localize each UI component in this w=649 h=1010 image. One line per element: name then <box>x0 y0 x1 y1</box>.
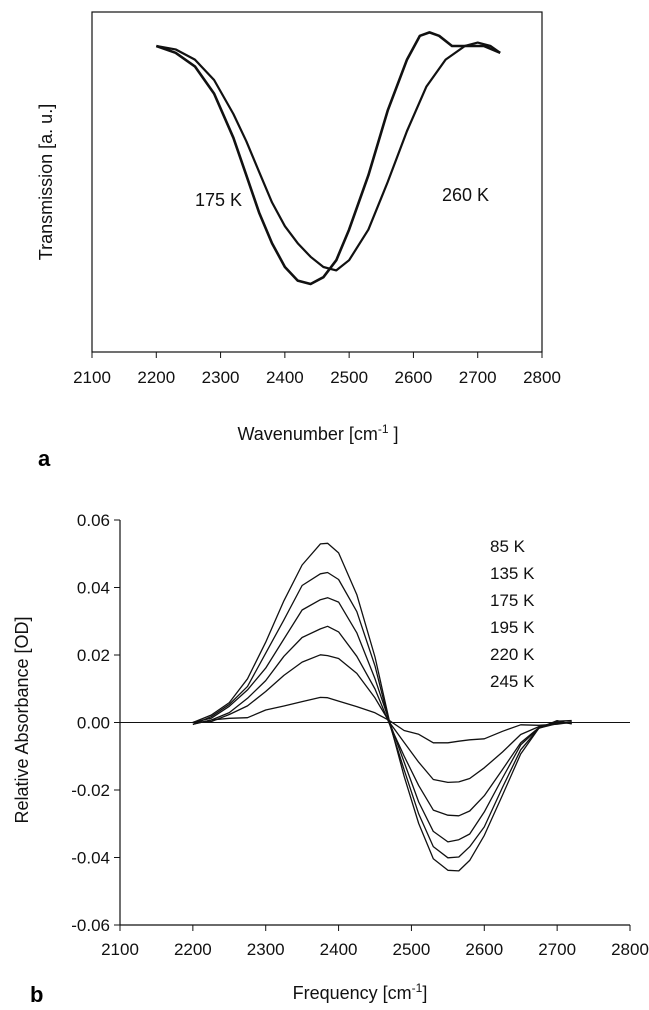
x-tick-label-a: 2800 <box>523 368 561 387</box>
series-line-245k <box>192 696 572 744</box>
y-tick-label-b: -0.02 <box>71 781 110 800</box>
series-line-135k <box>192 571 572 859</box>
y-tick-label-b: 0.02 <box>77 646 110 665</box>
y-tick-label-b: 0.04 <box>77 579 110 598</box>
x-tick-label-a: 2300 <box>202 368 240 387</box>
x-tick-label-a: 2500 <box>330 368 368 387</box>
x-tick-label-a: 2700 <box>459 368 497 387</box>
legend-item: 245 K <box>490 672 535 691</box>
x-tick-label-b: 2700 <box>538 940 576 959</box>
x-tick-label-b: 2100 <box>101 940 139 959</box>
x-tick-label-b: 2600 <box>465 940 503 959</box>
series-line-220k <box>192 654 572 784</box>
series-line-175k <box>155 31 501 286</box>
x-tick-label-b: 2300 <box>247 940 285 959</box>
plot-frame-a <box>91 11 543 353</box>
x-tick-label-b: 2200 <box>174 940 212 959</box>
legend-item: 195 K <box>490 618 535 637</box>
y-tick-label-b: -0.04 <box>71 849 110 868</box>
axes-b: -0.06 -0.04 -0.02 0.00 0.02 0.04 0.06 2100 2200 2… <box>71 511 649 959</box>
panel-label-a: a <box>38 446 51 471</box>
legend-item: 175 K <box>490 591 535 610</box>
x-tick-label-a: 2100 <box>73 368 111 387</box>
legend-item: 220 K <box>490 645 535 664</box>
x-tick-label-a: 2400 <box>266 368 304 387</box>
y-tick-label-b: 0.06 <box>77 511 110 530</box>
x-tick-label-a: 2600 <box>395 368 433 387</box>
legend-item: 135 K <box>490 564 535 583</box>
y-axis-label-b: Relative Absorbance [OD] <box>12 616 32 823</box>
y-axis-label-a: Transmission [a. u.] <box>36 104 56 260</box>
x-tick-label-a: 2200 <box>137 368 175 387</box>
annotation-260k: 260 K <box>442 185 489 205</box>
legend-b: 85 K 135 K 175 K 195 K 220 K 245 K <box>490 537 535 691</box>
legend-item: 85 K <box>490 537 526 556</box>
series-lines-b <box>192 542 572 872</box>
chart-panel-a: 2100 2200 2300 2400 2500 2600 2700 2800 175 K 2… <box>36 11 561 471</box>
chart-panel-b: -0.06 -0.04 -0.02 0.00 0.02 0.04 0.06 2100 2200 2… <box>12 511 649 1007</box>
y-tick-label-b: 0.00 <box>77 714 110 733</box>
x-axis-label-b: Frequency [cm-1] <box>293 981 428 1003</box>
x-tick-label-b: 2400 <box>320 940 358 959</box>
series-lines-a <box>155 31 501 286</box>
y-tick-label-b: -0.06 <box>71 916 110 935</box>
x-ticks-a: 2100 2200 2300 2400 2500 2600 2700 2800 <box>73 352 561 387</box>
series-line-195k <box>192 625 572 817</box>
x-tick-label-b: 2800 <box>611 940 649 959</box>
x-tick-label-b: 2500 <box>393 940 431 959</box>
x-axis-label-a: Wavenumber [cm-1 ] <box>237 422 398 444</box>
annotation-175k: 175 K <box>195 190 242 210</box>
series-line-260k <box>156 41 501 272</box>
panel-label-b: b <box>30 982 43 1007</box>
